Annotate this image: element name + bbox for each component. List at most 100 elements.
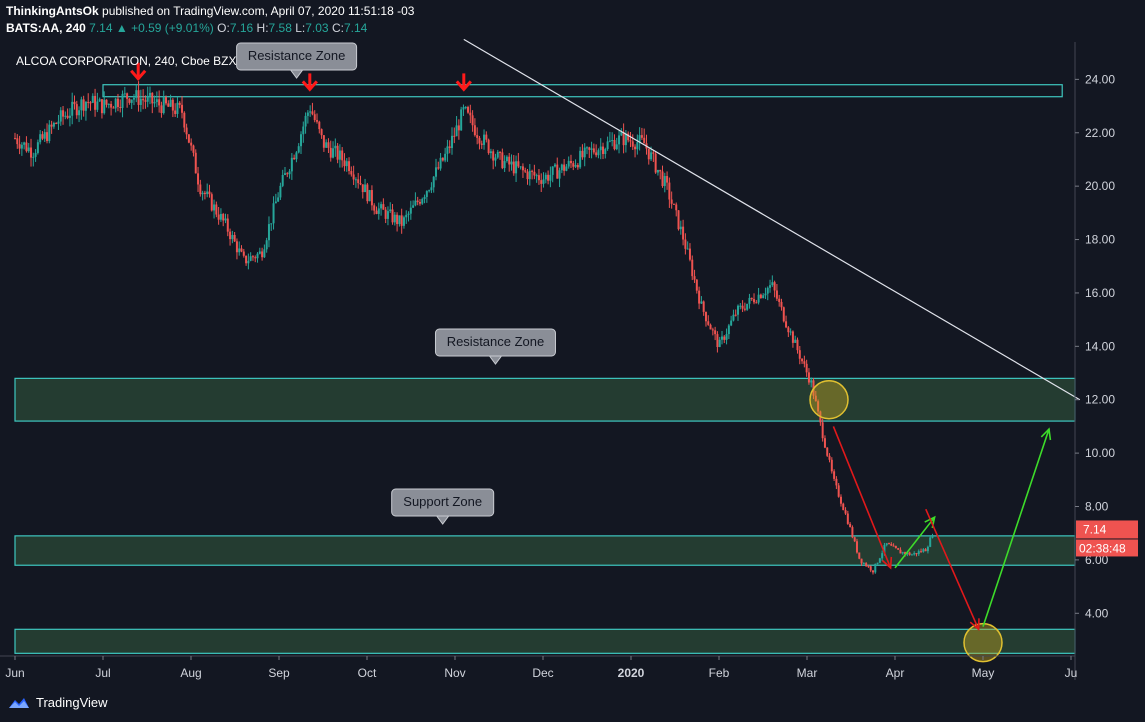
candle-body [68, 115, 71, 118]
candle-body [400, 215, 403, 226]
candle [366, 182, 369, 204]
candle-body [263, 249, 266, 258]
y-tick-label: 24.00 [1085, 72, 1115, 86]
candle [84, 101, 87, 121]
candle-body [112, 107, 115, 109]
candle [52, 121, 55, 129]
candle [924, 548, 927, 552]
candle [467, 105, 470, 114]
candle-body [638, 135, 641, 143]
candle [602, 142, 605, 160]
candle-body [759, 294, 762, 299]
candle [826, 447, 829, 457]
candle [334, 138, 337, 157]
candle-body [718, 339, 721, 348]
candle-body [146, 95, 149, 102]
candle [572, 160, 575, 171]
candle [517, 152, 520, 169]
x-tick-label: Mar [797, 666, 818, 680]
candle-body [460, 109, 463, 131]
candle [302, 121, 305, 143]
candle-body [158, 99, 161, 106]
candle-body [789, 331, 792, 333]
candle-body [135, 90, 138, 98]
candle-body [249, 256, 252, 261]
candle [293, 154, 296, 160]
candle [215, 201, 218, 218]
candle [304, 112, 307, 134]
candle-body [75, 104, 78, 116]
candle [702, 300, 705, 316]
candle [890, 542, 893, 546]
candle [920, 548, 923, 553]
candle [698, 286, 701, 310]
candle-body [917, 551, 920, 555]
candle [707, 315, 710, 326]
candle-body [537, 175, 540, 181]
candle [810, 377, 813, 388]
candle [608, 131, 611, 143]
candle-body [485, 134, 488, 140]
candle [682, 219, 685, 246]
candle-body [913, 553, 916, 555]
candle-body [213, 204, 216, 211]
candles-layer [14, 81, 934, 575]
candle-body [30, 147, 33, 158]
arrow-head [1040, 427, 1052, 441]
countdown-badge [1076, 539, 1138, 557]
ohlc-legend: BATS:AA, 240 7.14 ▲ +0.59 (+9.01%) O:7.1… [6, 21, 367, 35]
candle-body [780, 301, 783, 308]
candle-body [807, 372, 810, 383]
candle-body [290, 157, 293, 172]
candle-body [121, 93, 124, 108]
candle [565, 163, 568, 172]
candle [478, 135, 481, 150]
candle-body [279, 185, 282, 198]
candle-body [565, 166, 568, 171]
y-tick-label: 22.00 [1085, 126, 1115, 140]
candle-body [924, 549, 927, 552]
candle [80, 96, 83, 120]
candle-body [52, 122, 55, 127]
candle-body [366, 184, 369, 202]
candle-body [670, 199, 673, 204]
candle-body [897, 548, 900, 550]
candle-body [110, 103, 113, 108]
candle [700, 296, 703, 305]
arrow-shaft [925, 508, 980, 630]
candle [716, 331, 719, 353]
candle-body [883, 545, 886, 554]
candle-body [247, 260, 250, 264]
candle-body [746, 303, 749, 310]
candle [691, 255, 694, 281]
candle-body [73, 101, 76, 105]
candle [41, 131, 44, 141]
candle-body [874, 563, 877, 573]
candle [270, 223, 273, 231]
candle [448, 140, 451, 154]
candle [494, 153, 497, 167]
candle-body [352, 174, 355, 180]
candle [688, 243, 691, 262]
candle-body [688, 248, 691, 260]
candle [926, 545, 929, 554]
candle-body [98, 99, 101, 102]
red-marker-arrow-icon [301, 73, 318, 92]
candle-body [128, 98, 131, 103]
author-name[interactable]: ThinkingAntsOk [6, 4, 99, 18]
candle [267, 216, 270, 248]
arrow-shaft [982, 428, 1050, 627]
candle-body [27, 147, 30, 152]
candle [743, 302, 746, 312]
candle [300, 131, 302, 154]
candle [352, 165, 355, 186]
candle-body [185, 127, 188, 135]
candle-body [341, 150, 344, 161]
footer-brand[interactable]: TradingView [8, 695, 108, 710]
candle [672, 203, 675, 205]
candle-body [441, 157, 444, 161]
candle-body [62, 110, 65, 117]
candle [473, 118, 476, 137]
candle-body [929, 537, 932, 547]
